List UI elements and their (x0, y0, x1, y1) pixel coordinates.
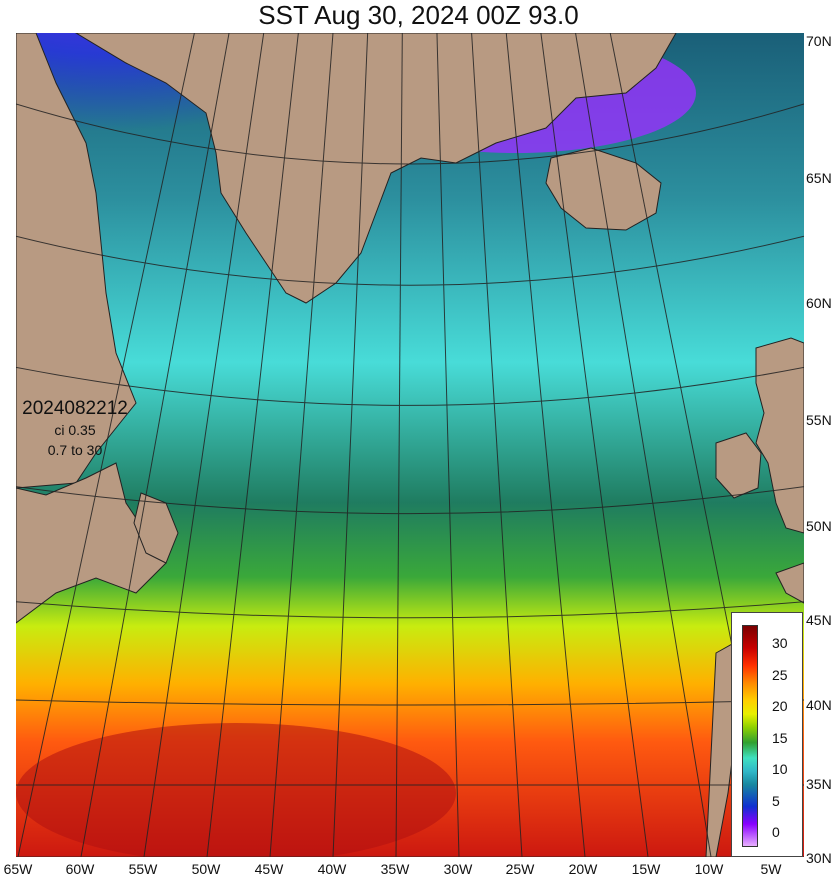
lon-label: 10W (694, 861, 724, 877)
land-uk (755, 337, 804, 534)
meridian (436, 33, 460, 857)
run-date: 2024082212 (22, 398, 128, 419)
colorbar-strip (742, 625, 758, 847)
lon-label: 65W (3, 861, 33, 877)
meridian (206, 33, 299, 857)
lat-label: 50N (806, 518, 832, 534)
colorbar: 30 25 20 15 10 5 0 (731, 612, 803, 857)
meridian (540, 33, 649, 857)
lon-label: 30W (443, 861, 473, 877)
lat-label: 55N (806, 412, 832, 428)
lat-label: 40N (806, 697, 832, 713)
lon-label: 40W (317, 861, 347, 877)
parallel (16, 486, 804, 515)
meridian (269, 33, 334, 857)
meridian (80, 33, 230, 857)
warm-core-patch (16, 723, 456, 857)
meridian (143, 33, 265, 857)
colorbar-tick: 0 (772, 824, 780, 840)
meridian (575, 33, 712, 857)
lon-label: 5W (760, 861, 782, 877)
colorbar-tick: 20 (772, 698, 788, 714)
meridian (17, 33, 195, 857)
meridian (505, 33, 586, 857)
parallel (16, 103, 804, 165)
meridian (332, 33, 369, 857)
lat-label: 65N (806, 170, 832, 186)
contour-interval: ci 0.35 (54, 422, 96, 438)
sst-map (16, 33, 804, 857)
lat-label: 35N (806, 776, 832, 792)
lon-label: 50W (191, 861, 221, 877)
parallel (16, 699, 804, 706)
meridian (471, 33, 523, 857)
lat-label: 60N (806, 295, 832, 311)
land-iceland (545, 147, 662, 231)
lon-label: 15W (631, 861, 661, 877)
lon-label: 45W (254, 861, 284, 877)
lon-label: 25W (505, 861, 535, 877)
lat-label: 30N (806, 850, 832, 866)
land-ireland (715, 432, 762, 499)
land-greenland (75, 33, 677, 304)
value-range: 0.7 to 30 (47, 442, 103, 458)
lon-label: 20W (568, 861, 598, 877)
lon-label: 60W (65, 861, 95, 877)
lat-label: 45N (806, 612, 832, 628)
meridian (395, 33, 403, 857)
parallel (16, 235, 804, 286)
colorbar-tick: 10 (772, 761, 788, 777)
lon-label: 55W (128, 861, 158, 877)
parallel (16, 366, 804, 406)
map-title: SST Aug 30, 2024 00Z 93.0 (258, 0, 579, 30)
lon-label: 35W (380, 861, 410, 877)
run-stamp: 2024082212 ci 0.35 0.7 to 30 (10, 398, 140, 460)
colorbar-tick: 15 (772, 730, 788, 746)
parallel (16, 601, 804, 619)
colorbar-tick: 30 (772, 635, 788, 651)
colorbar-tick: 25 (772, 667, 788, 683)
colorbar-tick: 5 (772, 793, 780, 809)
landmasses (16, 33, 804, 857)
lat-label: 70N (806, 33, 832, 49)
land-europe (775, 562, 804, 604)
